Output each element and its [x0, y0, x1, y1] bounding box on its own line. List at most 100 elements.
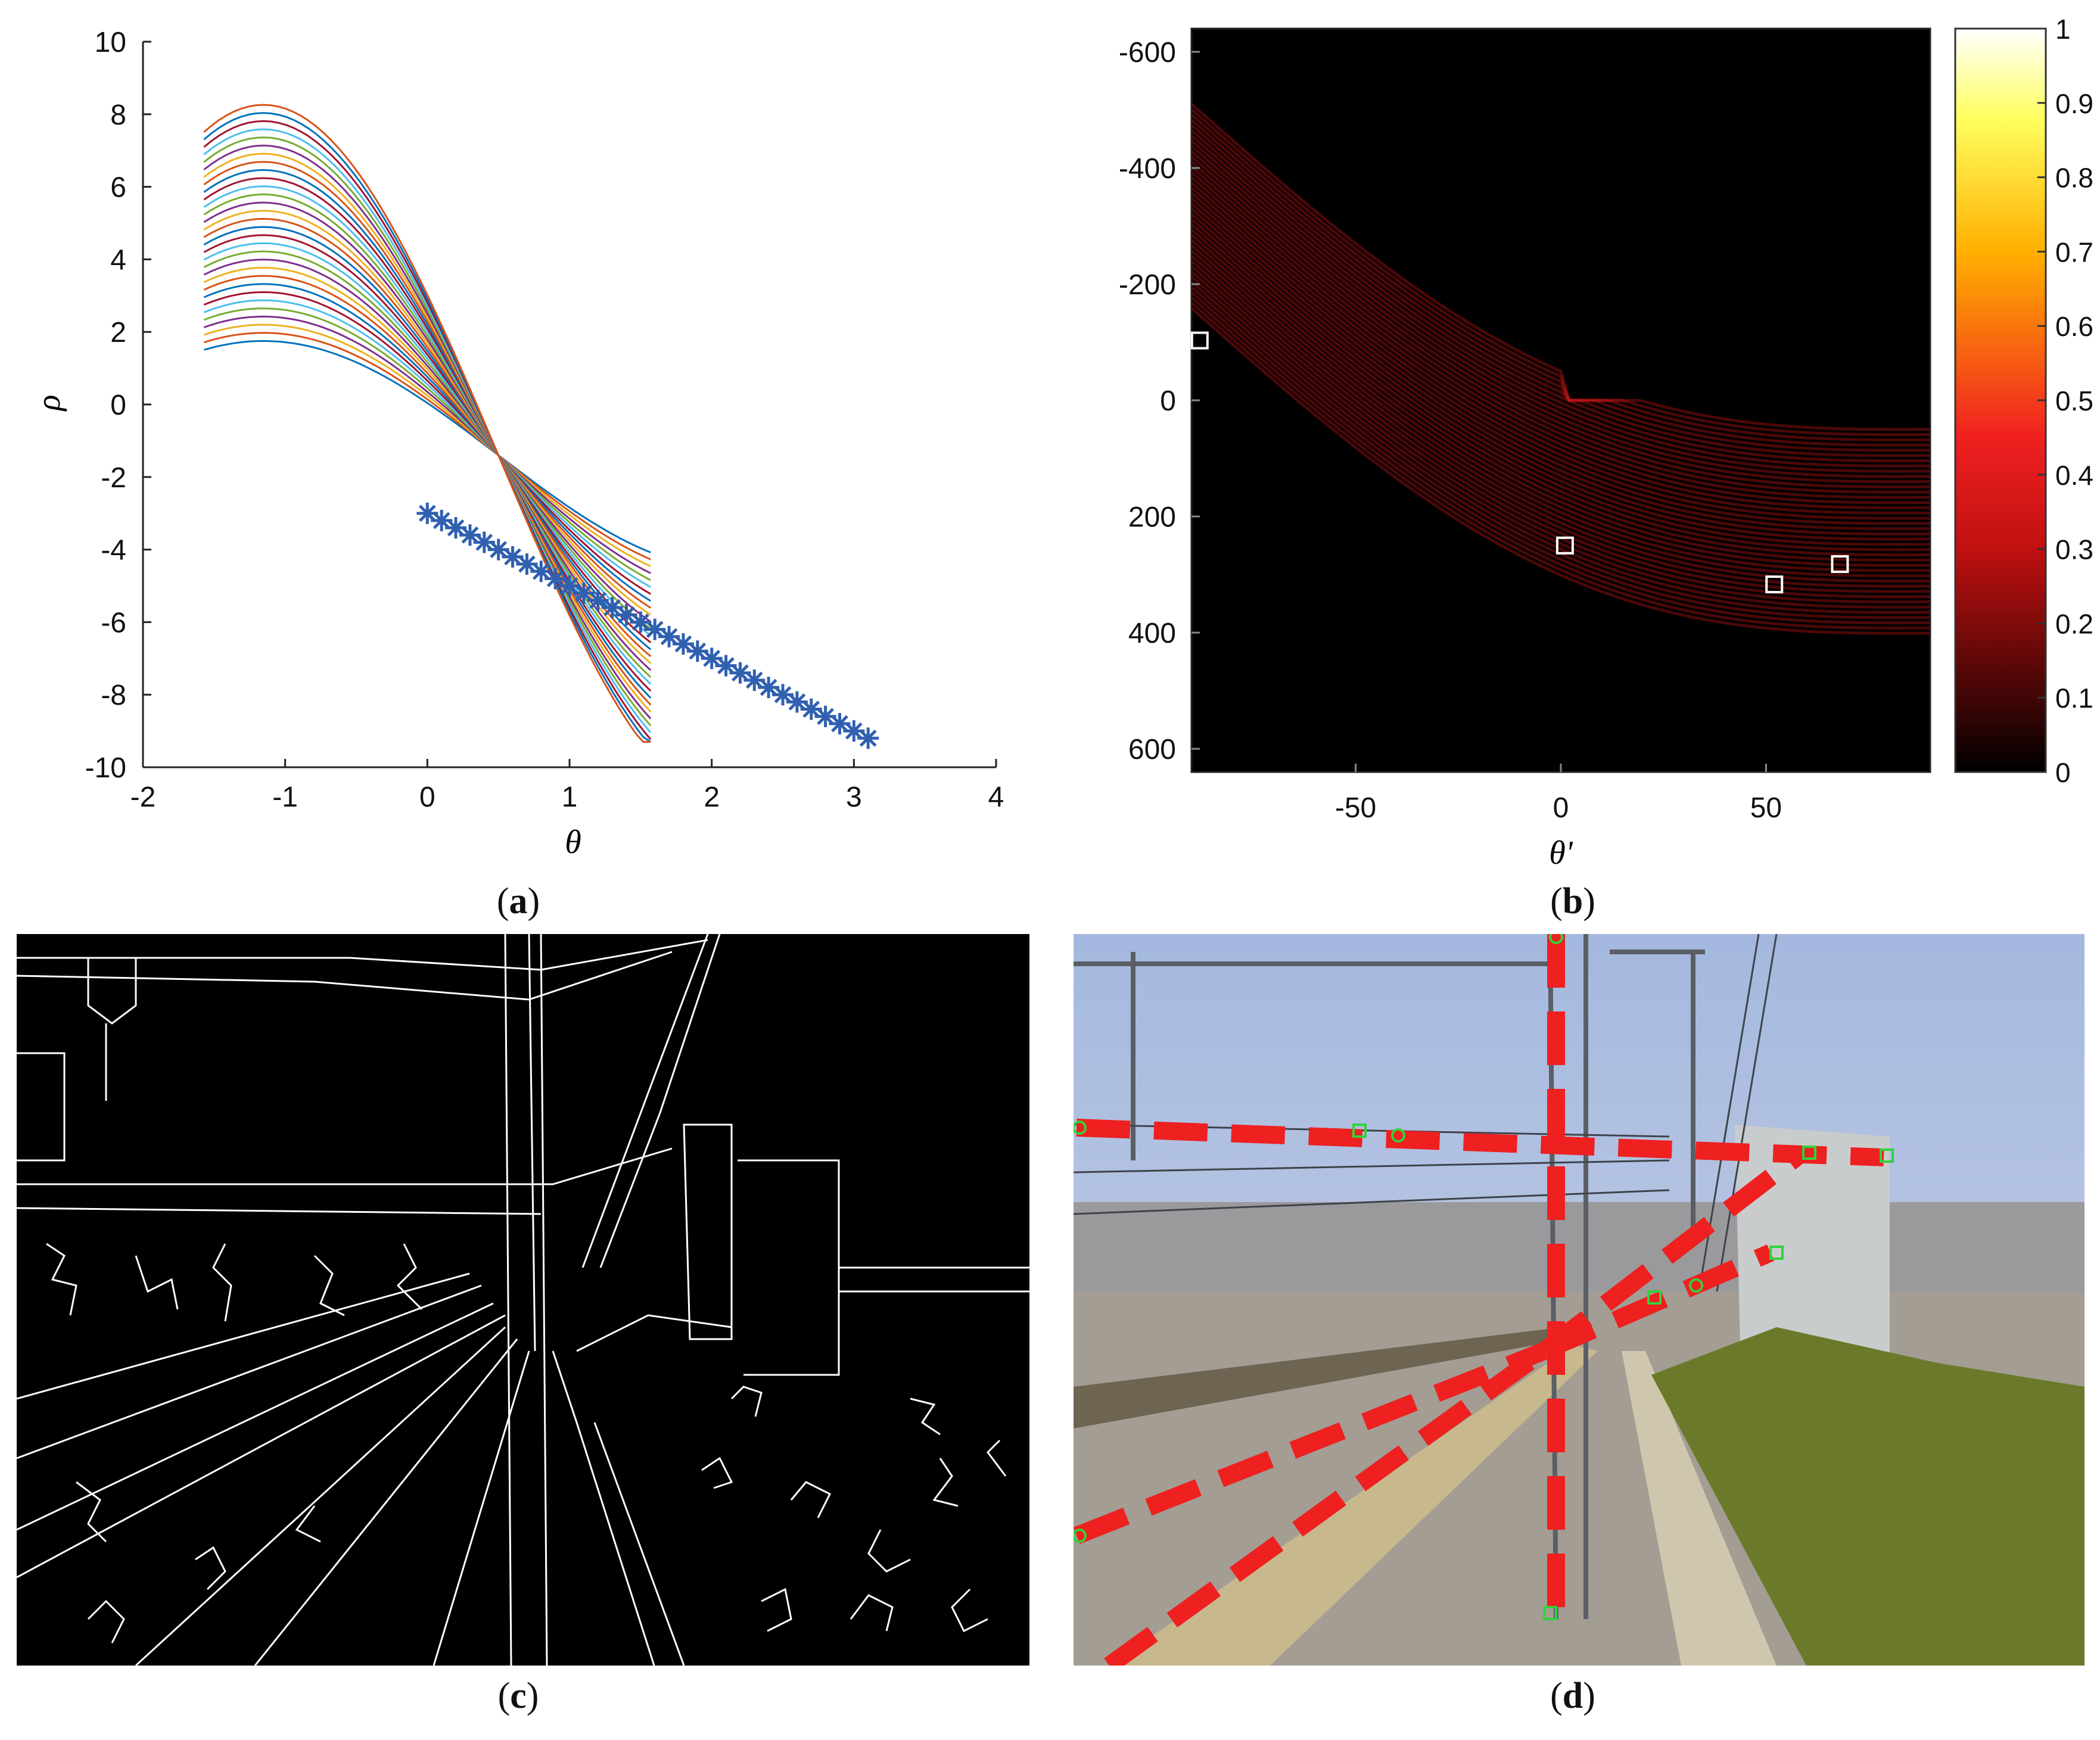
- panel-b-colorbar-tick-label: 0.1: [2055, 683, 2093, 714]
- panel-a-xtick-label: 0: [419, 782, 435, 813]
- panel-a-curve: [203, 275, 652, 609]
- panel-a-ytick-label: -8: [101, 680, 126, 711]
- panel-b-xlabel: θ': [1549, 835, 1573, 871]
- panel-a-ylabel: ρ: [30, 395, 67, 412]
- caption-d: (d): [1550, 1676, 1595, 1716]
- panel-b-colorbar-tick-label: 0.5: [2055, 385, 2093, 416]
- panel-a-curve: [203, 104, 651, 743]
- panel-a-curve: [203, 152, 652, 712]
- panel-a-xtick-label: 2: [704, 782, 720, 813]
- panel-a-curve: [203, 112, 652, 743]
- panel-a-curve: [203, 144, 652, 720]
- panel-a-ytick-label: -2: [101, 462, 126, 494]
- panel-b-peak-marker: [1831, 555, 1849, 573]
- panel-a-star-marker: [516, 553, 538, 575]
- caption-c: (c): [497, 1676, 539, 1716]
- panel-b-ytick-label: -600: [1119, 37, 1176, 69]
- walkway: [1622, 1351, 1777, 1666]
- panel-b-curve: [1190, 234, 1931, 562]
- panel-b-curve: [1190, 113, 1931, 442]
- panel-a-ytick-label: 10: [95, 27, 126, 58]
- panel-b-curve: [1190, 249, 1930, 578]
- panel-a-curve: [203, 291, 651, 595]
- panel-a-xtick-label: 1: [562, 782, 578, 813]
- panel-b-curve: [1190, 244, 1930, 572]
- panel-b-curve: [1190, 192, 1931, 520]
- panel-b-curve: [1190, 239, 1931, 567]
- panel-b-curve: [1190, 181, 1930, 509]
- panel-b-colorbar-tick-label: 0.7: [2055, 236, 2093, 267]
- panel-b-curve: [1190, 301, 1931, 630]
- panel-b-plot-background: [1191, 29, 1930, 772]
- panel-a-star-marker: [445, 517, 467, 539]
- panel-b-curve: [1190, 291, 1930, 620]
- panel-b-curve: [1190, 186, 1930, 515]
- line-endpoint-markers: [1074, 934, 1894, 1620]
- panel-b-curve: [1190, 207, 1930, 536]
- panel-a-ytick-label: 2: [110, 317, 126, 348]
- panel-a-ytick-label: -6: [101, 607, 126, 639]
- panel-a-curve: [203, 259, 652, 622]
- panel-a-ytick-label: 6: [110, 172, 126, 204]
- panel-b-curve: [1190, 202, 1930, 531]
- panel-c-edge-image: [17, 934, 1029, 1666]
- caption-a: (a): [496, 881, 540, 922]
- panel-b-curve: [1190, 176, 1931, 505]
- panel-b-colorbar-tick-label: 0.3: [2055, 534, 2093, 565]
- panel-a-star-marker: [630, 611, 652, 633]
- panel-a-star-marker: [487, 539, 509, 561]
- panel-b-colorbar-tick-label: 0.4: [2055, 460, 2093, 491]
- panel-b-curve: [1190, 166, 1931, 494]
- panel-b-curve: [1190, 213, 1931, 541]
- panel-b-xtick-label: -50: [1335, 792, 1376, 824]
- panel-a-curve: [203, 299, 651, 588]
- panel-b-colorbar: [1954, 27, 2047, 773]
- panel-a-curve: [203, 120, 652, 740]
- panel-b-curve: [1190, 134, 1931, 463]
- panel-b-xtick-label: 0: [1553, 792, 1569, 824]
- panel-a-xlabel: θ: [565, 824, 581, 861]
- panel-a-ytick-label: -10: [85, 752, 126, 784]
- panel-a-curve: [203, 210, 652, 664]
- panel-b-peak-marker: [1190, 331, 1209, 350]
- panel-b-peak-marker: [1765, 575, 1784, 594]
- panel-b-ytick-label: -200: [1119, 269, 1176, 301]
- panel-b-curve: [1190, 139, 1930, 468]
- panel-a-star-marker: [559, 575, 580, 597]
- panel-b-colorbar-tick-label: 0.9: [2055, 88, 2093, 119]
- panel-b-curve: [1190, 228, 1931, 556]
- panel-a-ytick-label: -4: [101, 535, 126, 566]
- panel-a-curve: [203, 340, 651, 553]
- panel-b-colorbar-tick-label: 0.6: [2055, 311, 2093, 342]
- panel-a-curve: [203, 315, 651, 574]
- rail-track-left: [1074, 1327, 1568, 1428]
- detected-lines: [1074, 934, 1884, 1666]
- panel-a-curve: [203, 242, 652, 637]
- panel-b-ytick-label: 400: [1128, 618, 1176, 649]
- panel-b-curve: [1190, 108, 1931, 437]
- edge-lines: [17, 934, 1029, 1666]
- caption-b: (b): [1550, 881, 1595, 922]
- panel-b-curve: [1190, 124, 1931, 452]
- panel-a-curve: [203, 169, 652, 699]
- bushes: [1651, 1327, 2085, 1666]
- panel-a-xtick-label: -2: [130, 782, 156, 813]
- panel-b-curve: [1190, 170, 1931, 499]
- panel-d-photo: [1074, 934, 2085, 1666]
- panel-a-curve: [203, 307, 651, 581]
- rail-track-center: [1109, 1345, 1598, 1666]
- panel-b-curve: [1190, 217, 1931, 546]
- panel-b-curve: [1190, 264, 1930, 593]
- panel-b-curve: [1190, 281, 1931, 609]
- panel-b-curve: [1190, 145, 1930, 473]
- panel-b-ytick-label: 0: [1160, 385, 1176, 417]
- panel-a-curve: [203, 234, 652, 643]
- panel-b-curve: [1190, 102, 1930, 431]
- panel-b-curve: [1190, 160, 1930, 488]
- panel-b-curve: [1190, 275, 1931, 603]
- panel-b-colorbar-tick-label: 1: [2055, 14, 2071, 45]
- panel-a-star-marker: [857, 727, 879, 749]
- panel-b-curve: [1190, 307, 1930, 635]
